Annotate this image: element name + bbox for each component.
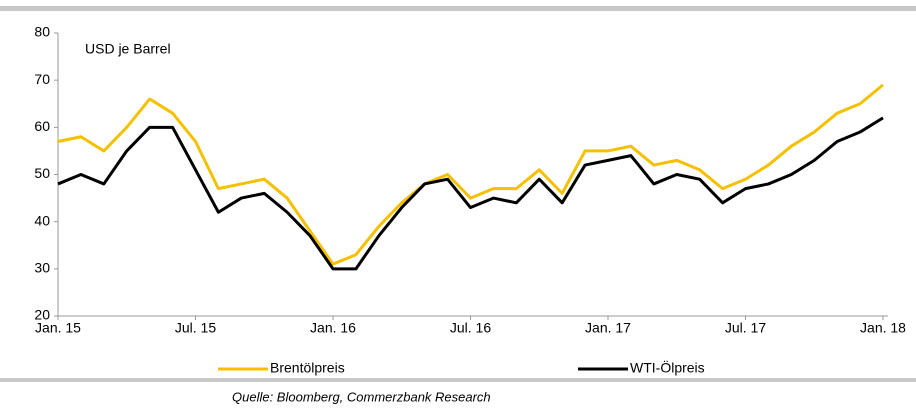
x-tick-label: Jan. 16 — [310, 320, 356, 336]
y-tick-label: 40 — [34, 212, 50, 228]
y-tick-label: 60 — [34, 118, 50, 134]
x-tick-label: Jan. 18 — [860, 320, 906, 336]
y-tick-label: 30 — [34, 260, 50, 276]
legend-label: Brentölpreis — [270, 360, 345, 376]
bottom-rule — [0, 378, 916, 382]
x-tick-label: Jul. 17 — [725, 320, 766, 336]
x-tick-label: Jan. 15 — [35, 320, 81, 336]
annotation: USD je Barrel — [85, 41, 171, 57]
x-tick-label: Jan. 17 — [585, 320, 631, 336]
y-tick-label: 80 — [34, 24, 50, 40]
y-tick-label: 70 — [34, 71, 50, 87]
top-rule — [0, 6, 916, 11]
line-series — [57, 83, 884, 266]
source: Quelle: Bloomberg, Commerzbank Research — [232, 389, 491, 404]
x-tick-label: Jul. 15 — [175, 320, 216, 336]
x-tick-label: Jul. 16 — [450, 320, 491, 336]
y-tick-label: 20 — [34, 307, 50, 323]
legend-label: WTI-Ölpreis — [630, 359, 705, 376]
line-series — [57, 116, 884, 271]
y-tick-label: 50 — [34, 165, 50, 181]
